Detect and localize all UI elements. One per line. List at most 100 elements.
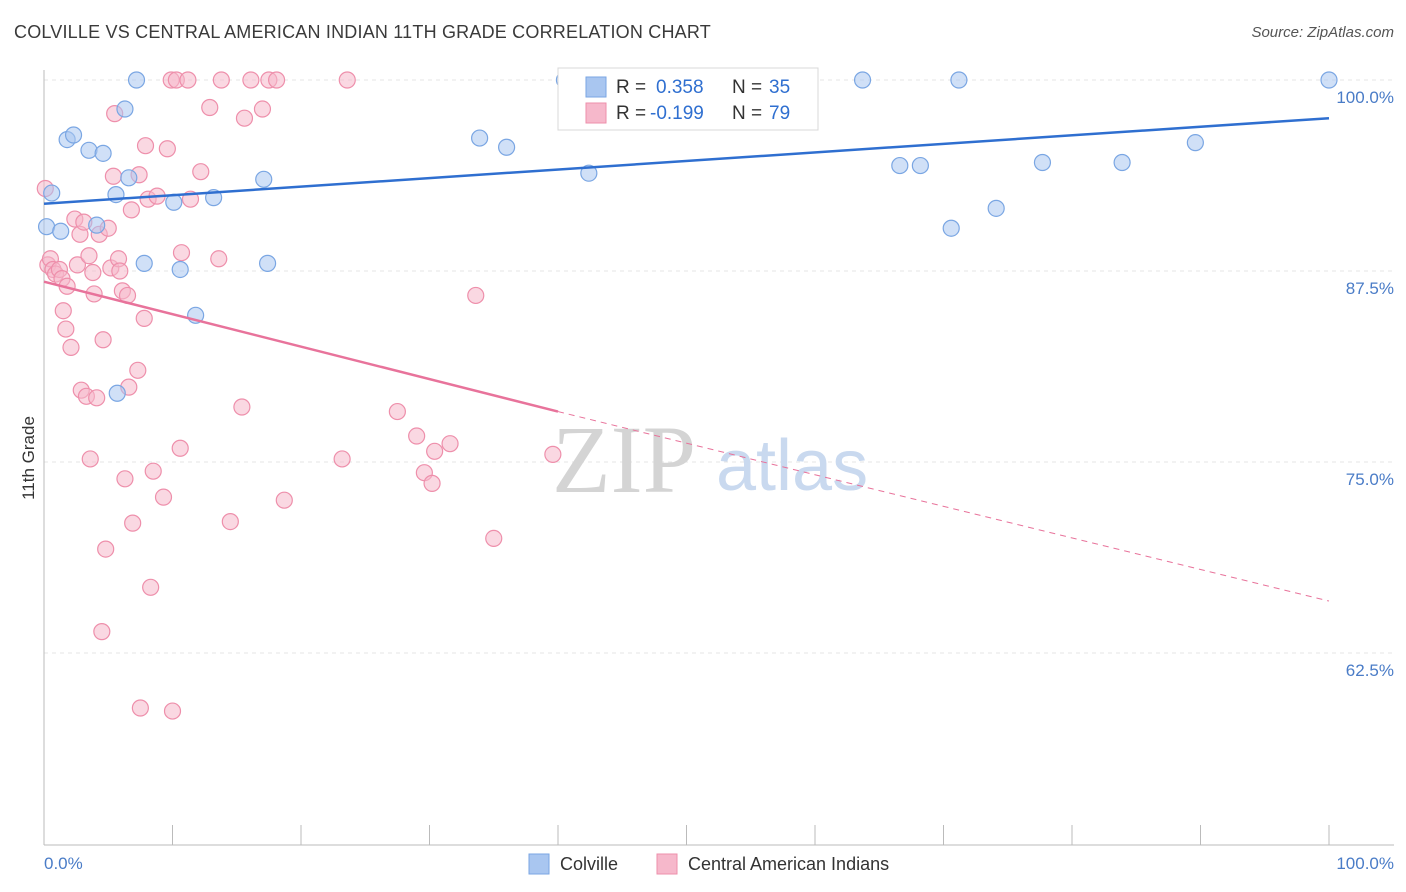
cai-point xyxy=(62,338,80,356)
colville-point xyxy=(950,71,968,89)
cai-point xyxy=(179,71,197,89)
cai-point xyxy=(235,109,254,127)
watermark-zip: ZIP xyxy=(552,406,696,513)
cai-point xyxy=(423,474,441,492)
cai-point xyxy=(212,71,230,89)
colville-point xyxy=(1033,153,1052,172)
cai-point xyxy=(210,250,228,268)
cai-point xyxy=(275,491,293,509)
colville-point xyxy=(127,71,146,89)
bottom-legend-swatch-colville xyxy=(528,853,550,875)
colville-point xyxy=(1320,71,1338,89)
cai-point xyxy=(88,389,106,407)
colville-point xyxy=(80,141,98,159)
cai-point xyxy=(136,137,155,155)
cai-point xyxy=(172,244,191,262)
stats-legend: R = 0.358 N = 35 R = -0.199 N = 79 xyxy=(557,67,819,131)
cai-point xyxy=(408,427,426,445)
cai-point xyxy=(93,623,111,641)
cai-point xyxy=(124,514,142,532)
cai-point xyxy=(171,439,189,457)
cai-point xyxy=(94,331,112,349)
legend-r-label-colville: R = xyxy=(616,77,646,98)
cai-point xyxy=(104,167,122,185)
cai-point xyxy=(135,309,153,327)
axes xyxy=(43,70,1394,846)
y-tick-label: 100.0% xyxy=(1336,88,1394,107)
cai-point xyxy=(192,163,210,181)
colville-point xyxy=(942,219,960,237)
x-tick-label-left: 0.0% xyxy=(44,854,83,873)
colville-point xyxy=(987,199,1005,217)
cai-point xyxy=(441,435,459,453)
y-tick-label: 62.5% xyxy=(1346,661,1394,680)
colville-point xyxy=(1113,153,1131,172)
cai-point xyxy=(201,98,219,117)
cai-point xyxy=(426,442,444,460)
cai-point xyxy=(122,201,140,219)
cai-point xyxy=(54,302,72,320)
y-tick-label: 87.5% xyxy=(1346,279,1394,298)
cai-point xyxy=(68,256,87,274)
cai-point xyxy=(267,71,286,89)
chart-title: COLVILLE VS CENTRAL AMERICAN INDIAN 11TH… xyxy=(14,22,711,42)
cai-point xyxy=(131,699,149,717)
cai-point xyxy=(388,402,406,421)
x-axis-ticks xyxy=(43,825,1330,845)
legend-n-value-colville: 35 xyxy=(769,77,790,98)
y-axis-label: 11th Grade xyxy=(19,416,38,500)
cai-point xyxy=(57,320,75,338)
cai-point xyxy=(84,263,102,282)
cai-point xyxy=(253,100,272,118)
cai-point xyxy=(233,398,251,416)
cai-point xyxy=(81,450,99,468)
legend-r-label-cai: R = xyxy=(616,103,646,124)
colville-point xyxy=(580,164,598,182)
colville-point xyxy=(171,260,189,279)
colville-point xyxy=(258,254,277,272)
cai-point xyxy=(116,470,134,488)
cai-point xyxy=(221,512,239,531)
trend-lines xyxy=(43,116,1330,602)
legend-n-value-cai: 79 xyxy=(769,103,790,124)
bottom-legend: Colville Central American Indians xyxy=(528,853,889,875)
legend-swatch-colville xyxy=(585,76,607,98)
cai-trend-extension xyxy=(557,411,1330,602)
colville-point xyxy=(135,254,153,272)
cai-point xyxy=(142,578,160,596)
cai-point xyxy=(80,247,98,265)
colville-point xyxy=(498,138,516,156)
x-tick-label-right: 100.0% xyxy=(1336,854,1394,873)
cai-point xyxy=(338,71,356,89)
colville-point xyxy=(255,170,273,188)
y-tick-labels: 100.0% 87.5% 75.0% 62.5% xyxy=(1336,88,1394,680)
colville-point xyxy=(52,222,70,240)
cai-point xyxy=(544,445,562,463)
colville-point xyxy=(116,100,134,118)
bottom-legend-label-colville: Colville xyxy=(560,854,618,874)
cai-point xyxy=(154,488,173,506)
cai-point xyxy=(158,140,176,158)
y-tick-label: 75.0% xyxy=(1346,470,1394,489)
colville-point xyxy=(64,126,83,144)
legend-r-value-cai: -0.199 xyxy=(650,103,704,124)
cai-point xyxy=(163,702,182,720)
cai-point xyxy=(144,462,162,480)
colville-point xyxy=(43,184,61,202)
bottom-legend-label-cai: Central American Indians xyxy=(688,854,889,874)
colville-trend-line xyxy=(43,116,1330,206)
cai-point xyxy=(485,529,503,548)
cai-point xyxy=(333,450,351,468)
cai-point xyxy=(242,71,260,89)
cai-point xyxy=(467,286,485,305)
legend-n-label-cai: N = xyxy=(732,103,762,124)
colville-point xyxy=(120,169,138,187)
cai-point xyxy=(111,262,129,280)
colville-point xyxy=(108,384,126,402)
cai-point xyxy=(129,361,147,379)
colville-point xyxy=(891,156,909,175)
colville-point xyxy=(911,156,929,175)
bottom-legend-swatch-cai xyxy=(656,853,678,875)
source-credit: Source: ZipAtlas.com xyxy=(1251,24,1394,41)
